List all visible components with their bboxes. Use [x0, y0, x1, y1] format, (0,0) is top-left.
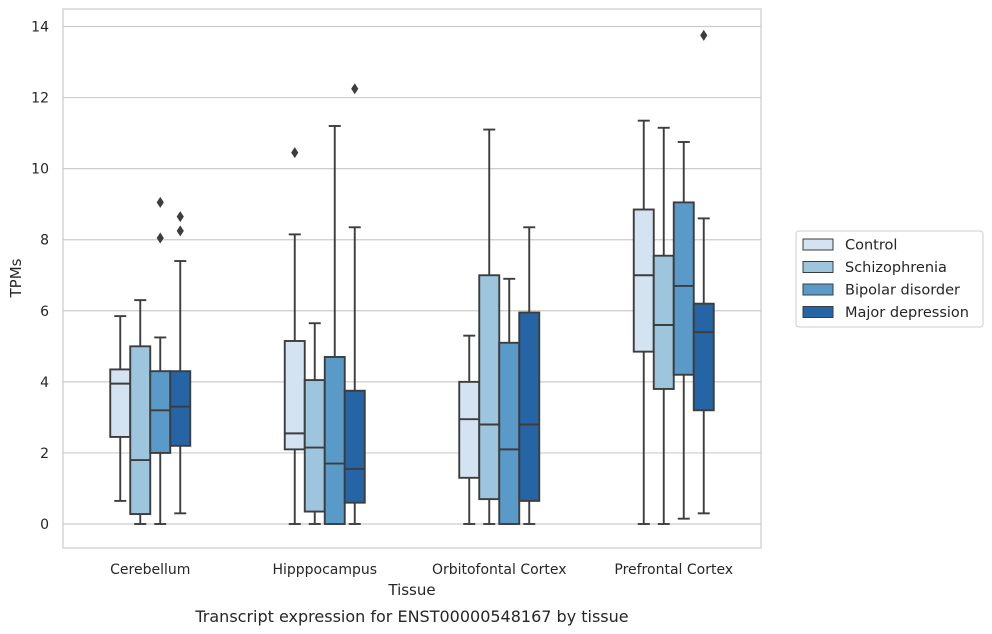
legend-label: Bipolar disorder: [845, 283, 960, 299]
y-tick-label: 0: [40, 517, 49, 533]
x-tick-label: Cerebellum: [110, 562, 190, 578]
legend-swatch: [802, 283, 834, 296]
y-tick-label: 12: [31, 91, 49, 107]
y-tick-label: 4: [40, 375, 49, 391]
chart-caption: Transcript expression for ENST0000054816…: [194, 607, 628, 626]
outlier-point: [176, 211, 184, 223]
legend-swatch: [802, 306, 834, 318]
plot-frame: [62, 8, 762, 549]
box-groups: [109, 29, 715, 525]
x-tick-label: Hipppocampus: [272, 562, 377, 578]
box-iqr: [478, 274, 501, 501]
box-element: [169, 211, 192, 515]
box-element: [458, 334, 481, 525]
legend-label: Control: [845, 238, 897, 254]
box-element: [283, 147, 306, 525]
box-element: [149, 196, 172, 525]
box-iqr: [343, 389, 366, 504]
x-tick-label: Orbitofontal Cortex: [432, 562, 567, 578]
box-element: [518, 226, 541, 525]
box-element: [109, 315, 132, 502]
box-element: [129, 299, 152, 525]
y-axis-ticks: 0 2 4 6 8 10 12 14: [31, 20, 49, 534]
y-tick-label: 14: [31, 20, 49, 36]
legend-swatch: [802, 238, 834, 251]
legend-frame: [795, 230, 984, 328]
outlier-point: [156, 232, 164, 244]
box-iqr: [632, 208, 655, 353]
outlier-point: [291, 147, 299, 159]
box-iqr: [458, 380, 481, 479]
box-iqr: [672, 201, 695, 376]
box-iqr: [323, 356, 346, 525]
box-element: [303, 322, 326, 525]
box-element: [343, 83, 366, 525]
legend-swatch: [802, 261, 834, 273]
legend-label: Schizophrenia: [845, 260, 947, 276]
y-axis-label: TPMs: [7, 258, 25, 298]
x-axis-label: Tissue: [387, 581, 435, 599]
outlier-point: [156, 196, 164, 208]
y-tick-label: 8: [40, 233, 49, 249]
legend-label: Major depression: [845, 305, 969, 321]
box-element: [478, 128, 501, 525]
box-element: [692, 29, 715, 515]
box-element: [498, 277, 521, 525]
x-axis-ticks: Cerebellum Hipppocampus Orbitofontal Corte…: [110, 562, 733, 578]
box-iqr: [129, 345, 152, 516]
box-iqr: [498, 341, 521, 525]
box-iqr: [518, 311, 541, 502]
box-iqr: [109, 368, 132, 438]
box-element: [323, 125, 346, 525]
y-tick-label: 2: [40, 446, 49, 462]
box-element: [632, 119, 655, 525]
box-element: [652, 126, 675, 525]
outlier-point: [700, 29, 708, 41]
box-iqr: [652, 254, 675, 390]
box-element: [672, 141, 695, 520]
box-iqr: [169, 370, 192, 447]
x-tick-label: Prefrontal Cortex: [614, 562, 733, 578]
outlier-point: [176, 225, 184, 237]
y-tick-label: 10: [31, 162, 49, 178]
box-iqr: [303, 379, 326, 513]
y-tick-label: 6: [40, 304, 49, 320]
box-iqr: [692, 302, 715, 412]
box-iqr: [149, 370, 172, 454]
legend: Control Schizophrenia Bipolar disorder Majo…: [795, 230, 984, 328]
outlier-point: [351, 83, 359, 95]
